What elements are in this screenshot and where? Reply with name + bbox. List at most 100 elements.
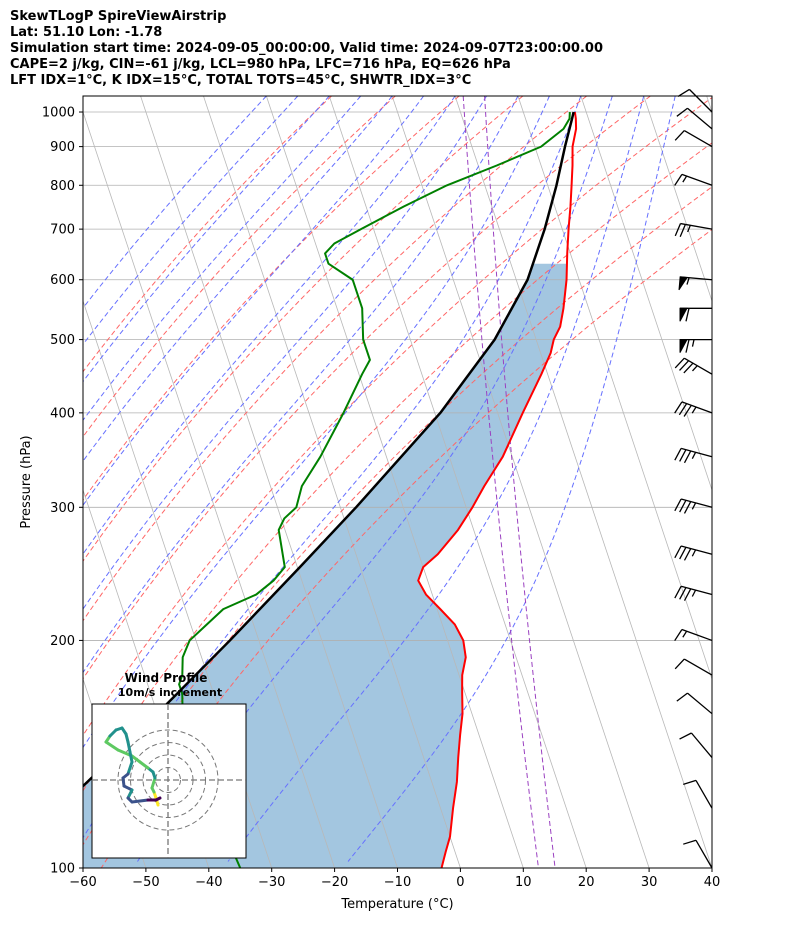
x-tick-label: −50 — [132, 875, 159, 890]
wind-barb — [676, 107, 713, 130]
wind-barb — [674, 447, 713, 464]
wind-barb — [674, 173, 713, 186]
y-tick-label: 700 — [50, 223, 75, 238]
dry-adiabat — [83, 96, 332, 373]
hodograph-frame — [91, 703, 247, 859]
wind-barbs — [674, 88, 713, 869]
dry-adiabat — [83, 96, 524, 562]
index-line: LFT IDX=1°C, K IDX=15°C, TOTAL TOTS=45°C… — [10, 73, 472, 88]
isotherm-line — [454, 96, 712, 868]
axis-layer: −60 −50 −40 −30 −20 −10 0 10 20 30 40 100 200 300 400 5… — [19, 106, 720, 912]
wind-barb — [674, 130, 713, 148]
wind-barb — [674, 498, 713, 514]
wind-barb — [679, 732, 713, 758]
wind-barb — [683, 779, 713, 809]
hodograph-segment — [154, 796, 162, 802]
y-tick-label: 900 — [50, 140, 75, 155]
isotherm-line — [706, 96, 712, 114]
cape-line: CAPE=2 j/kg, CIN=-61 j/kg, LCL=980 hPa, … — [10, 57, 511, 72]
hodograph-subtitle: 10m/s increment — [118, 686, 222, 699]
wind-barb — [676, 692, 713, 715]
isotherm-line — [643, 96, 712, 303]
x-tick-label: −10 — [384, 875, 411, 890]
wind-barb — [679, 338, 712, 353]
moist-adiabat — [83, 96, 550, 749]
dry-adiabat — [83, 96, 587, 622]
wind-barb — [677, 88, 713, 113]
wind-barb — [678, 276, 713, 291]
chart-title: SkewTLogP SpireViewAirstrip — [10, 9, 227, 24]
x-tick-label: −30 — [258, 875, 285, 890]
y-tick-label: 100 — [50, 862, 75, 877]
moist-adiabat — [83, 96, 362, 422]
location-line: Lat: 51.10 Lon: -1.78 — [10, 25, 163, 40]
moist-adiabat — [83, 96, 425, 507]
dry-adiabat — [83, 186, 712, 846]
x-tick-label: 0 — [456, 875, 464, 890]
moist-adiabat — [83, 96, 456, 555]
isotherm-line — [83, 110, 335, 868]
hodograph-segment — [104, 740, 120, 752]
wind-barb — [679, 307, 712, 322]
hodograph-segment — [130, 754, 142, 764]
wind-barb — [674, 658, 713, 676]
x-tick-label: 40 — [704, 875, 721, 890]
moist-adiabat — [347, 96, 676, 862]
x-tick-label: −20 — [321, 875, 348, 890]
isotherm-line — [328, 96, 587, 868]
grid-layer — [0, 96, 712, 868]
y-tick-label: 600 — [50, 273, 75, 288]
y-tick-label: 500 — [50, 333, 75, 348]
hodograph-segment — [126, 740, 132, 754]
hodograph-segment — [130, 798, 150, 804]
isotherm-line — [265, 96, 524, 868]
wind-barb — [683, 839, 713, 869]
wind-barb — [674, 585, 713, 601]
isotherm-line — [140, 96, 398, 868]
x-tick-label: 30 — [641, 875, 658, 890]
y-tick-label: 300 — [50, 501, 75, 516]
wind-barb — [674, 401, 713, 417]
wind-barb — [674, 628, 713, 642]
moist-adiabat — [83, 96, 267, 309]
moist-adiabat — [83, 96, 330, 383]
x-tick-label: −40 — [195, 875, 222, 890]
moist-adiabat — [83, 96, 487, 610]
x-tick-label: 10 — [515, 875, 532, 890]
dry-adiabat — [83, 96, 460, 501]
moist-adiabat — [83, 96, 299, 346]
y-tick-label: 1000 — [42, 106, 75, 121]
isotherm-line — [0, 96, 20, 868]
isotherm-line — [203, 96, 461, 868]
x-tick-label: 20 — [578, 875, 595, 890]
temperature-profile — [417, 111, 578, 868]
chart-header: SkewTLogP SpireViewAirstrip Lat: 51.10 L… — [10, 9, 790, 89]
x-axis-label: Temperature (°C) — [340, 897, 453, 912]
y-tick-label: 800 — [50, 179, 75, 194]
parcel-profile — [83, 111, 575, 788]
isotherm-line — [517, 96, 712, 681]
hodograph-segment — [128, 750, 134, 764]
hodograph-title: Wind Profile — [125, 671, 208, 685]
wind-barb — [674, 222, 713, 237]
y-axis-label: Pressure (hPa) — [19, 435, 34, 528]
time-line: Simulation start time: 2024-09-05_00:00:… — [10, 41, 603, 56]
x-tick-label: −60 — [69, 875, 96, 890]
moist-adiabat — [83, 96, 519, 674]
isotherm-line — [83, 866, 84, 868]
guide-layer — [83, 96, 712, 868]
isotherm-line — [391, 96, 650, 868]
wind-barb — [674, 545, 713, 561]
moist-adiabat — [137, 96, 613, 862]
hodograph-segment — [150, 776, 157, 790]
dry-adiabat — [83, 96, 651, 680]
moist-adiabat — [83, 96, 582, 839]
y-tick-label: 200 — [50, 634, 75, 649]
hodograph-segment — [138, 760, 150, 770]
dry-adiabat — [83, 97, 712, 737]
hodograph-segment — [126, 760, 134, 776]
wind-barb — [674, 357, 713, 375]
isotherm-line — [580, 96, 712, 492]
